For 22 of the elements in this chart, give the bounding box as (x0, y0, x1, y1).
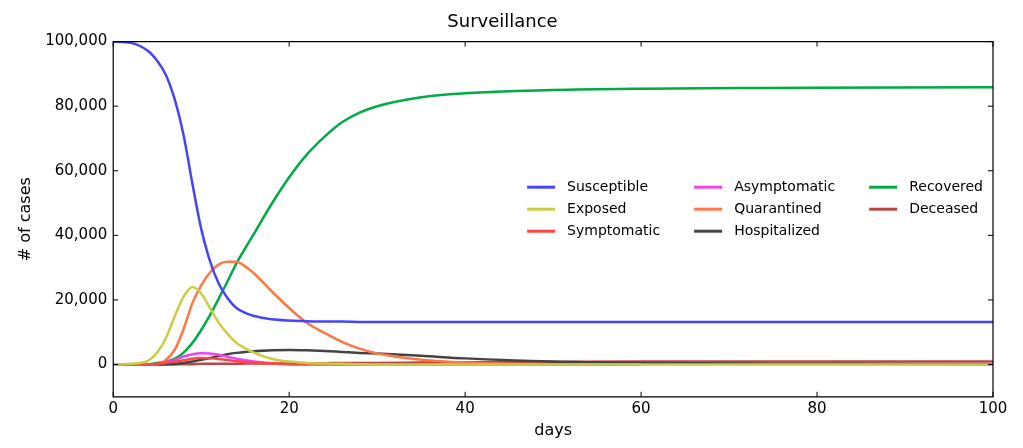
x-tick-label: 60 (631, 398, 651, 417)
legend-label: Recovered (909, 177, 984, 194)
y-tick-label: 80,000 (54, 96, 108, 115)
legend-label: Deceased (909, 199, 979, 216)
x-tick-label: 20 (279, 398, 299, 417)
y-tick-label: 0 (97, 354, 108, 373)
legend-label: Hospitalized (734, 221, 821, 238)
y-tick-label: 100,000 (45, 31, 108, 50)
x-tick-label: 100 (978, 398, 1008, 417)
y-tick-label: 20,000 (54, 289, 108, 308)
x-tick-label: 40 (455, 398, 475, 417)
y-tick-label: 60,000 (54, 160, 108, 179)
chart-title: Surveillance (447, 10, 558, 32)
legend-label: Asymptomatic (734, 177, 836, 194)
legend-label: Quarantined (734, 199, 822, 216)
x-axis-title: days (534, 419, 572, 439)
y-tick-label: 40,000 (54, 225, 108, 244)
x-tick-label: 80 (807, 398, 827, 417)
y-axis-title: # of cases (14, 177, 34, 262)
legend-label: Symptomatic (567, 221, 661, 238)
legend-label: Exposed (567, 199, 627, 216)
legend-label: Susceptible (567, 177, 649, 194)
